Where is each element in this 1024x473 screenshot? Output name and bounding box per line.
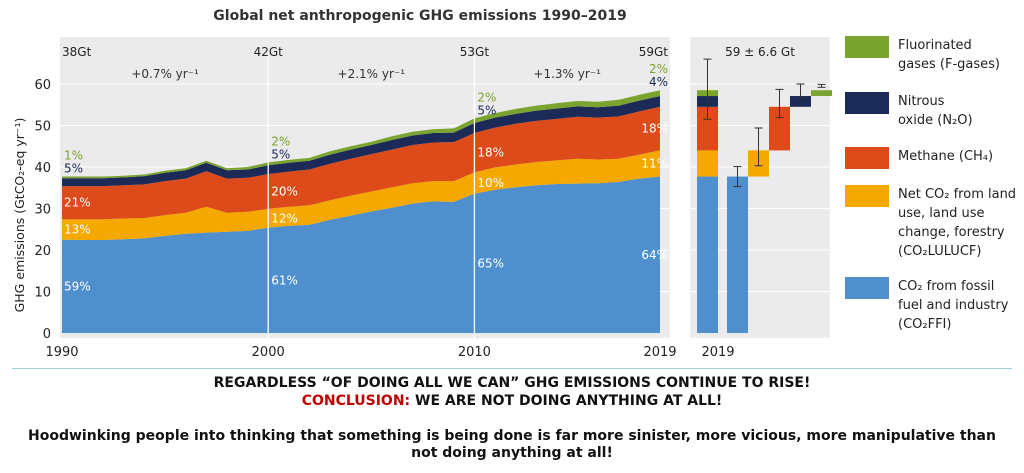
share-label-fgases: 2% <box>649 62 668 76</box>
body-message: Hoodwinking people into thinking that so… <box>28 428 996 461</box>
area-methane <box>62 106 660 220</box>
legend-label: CO₂ from fossil fuel and industry (CO₂FFI) <box>898 277 1024 334</box>
conclusion-text: WE ARE NOT DOING ANYTHING AT ALL! <box>410 393 723 409</box>
conclusion-message: CONCLUSION: WE ARE NOT DOING ANYTHING AT… <box>0 393 1024 409</box>
legend-label-line: Net CO₂ from land <box>898 187 1017 202</box>
legend-swatch <box>845 92 889 114</box>
legend-label-line: fuel and industry <box>898 298 1009 313</box>
share-label-ch4: 21% <box>64 196 91 210</box>
y-tick-label: 60 <box>34 78 51 93</box>
x-tick-label: 2010 <box>458 345 491 360</box>
period-total-label: 53Gt <box>460 45 490 59</box>
share-label-fgases: 1% <box>64 149 83 163</box>
share-label-ch4: 18% <box>641 122 668 136</box>
legend-label-line: (CO₂LULUCF) <box>898 244 982 259</box>
area-chart-panel: 0 10 20 30 40 50 60 GHG emissions (GtCO₂-eq yr⁻… <box>12 37 677 360</box>
y-tick-label: 10 <box>34 286 51 301</box>
legend-label-line: Fluorinated <box>898 38 972 53</box>
share-label-lulucf: 13% <box>64 222 91 236</box>
legend-label-line: gases (F-gases) <box>898 57 1000 72</box>
chart-title: Global net anthropogenic GHG emissions 1… <box>213 8 627 24</box>
legend-swatch <box>845 277 889 299</box>
y-tick-label: 20 <box>34 244 51 259</box>
y-tick-label: 40 <box>34 161 51 176</box>
legend-label-line: oxide (N₂O) <box>898 113 973 128</box>
legend-label-line: Nitrous <box>898 94 945 109</box>
area-co2-ffi <box>62 176 660 333</box>
share-label-ch4: 18% <box>477 146 504 160</box>
bar-panel-title: 59 ± 6.6 Gt <box>725 45 795 59</box>
growth-rate-label: +1.3% yr⁻¹ <box>533 67 601 81</box>
share-label-n2o: 5% <box>271 147 290 161</box>
waterfall-bar <box>769 106 790 151</box>
area-fgases <box>62 90 660 179</box>
y-tick-label: 50 <box>34 120 51 135</box>
legend-label-line: (CO₂FFI) <box>898 317 952 332</box>
period-total-label: 38Gt <box>62 45 92 59</box>
period-total-label: 42Gt <box>254 45 284 59</box>
growth-rate-label: +0.7% yr⁻¹ <box>131 67 199 81</box>
legend-swatch <box>845 36 889 58</box>
share-label-ffi: 61% <box>271 273 298 287</box>
share-label-ffi: 64% <box>641 248 668 262</box>
waterfall-bar <box>811 90 832 97</box>
waterfall-bar <box>727 176 748 333</box>
x-tick-label: 2000 <box>252 345 285 360</box>
share-label-fgases: 2% <box>271 134 290 148</box>
legend-label: Net CO₂ from land use, land use change, fo… <box>898 185 1024 261</box>
share-label-lulucf: 12% <box>271 211 298 225</box>
x-tick-label: 1990 <box>45 345 78 360</box>
stacked-bar-segment <box>697 150 718 177</box>
share-label-n2o: 4% <box>649 75 668 89</box>
area-co2-lulucf <box>62 150 660 240</box>
legend-label: Methane (CH₄) <box>898 147 1024 166</box>
bar-chart-panel: 59 ± 6.6 Gt 2019 <box>690 37 832 360</box>
share-label-lulucf: 11% <box>641 156 668 170</box>
share-label-ch4: 20% <box>271 184 298 198</box>
share-label-lulucf: 10% <box>477 176 504 190</box>
divider <box>12 368 1012 369</box>
legend-label-line: Methane (CH₄) <box>898 149 994 164</box>
share-label-n2o: 5% <box>64 162 83 176</box>
share-label-ffi: 65% <box>477 256 504 270</box>
stacked-bar-segment <box>697 176 718 333</box>
stacked-bar-segment <box>697 106 718 151</box>
legend-label-line: change, forestry <box>898 225 1005 240</box>
x-tick-label: 2019 <box>643 345 676 360</box>
legend-swatch <box>845 147 889 169</box>
share-label-fgases: 2% <box>477 90 496 104</box>
area-n2o <box>62 96 660 187</box>
growth-rate-label: +2.1% yr⁻¹ <box>338 67 406 81</box>
y-axis-label: GHG emissions (GtCO₂-eq yr⁻¹) <box>12 118 27 313</box>
conclusion-label: CONCLUSION: <box>301 393 411 409</box>
legend-label: Nitrous oxide (N₂O) <box>898 92 1024 130</box>
emissions-chart: 0 10 20 30 40 50 60 GHG emissions (GtCO₂-eq yr⁻… <box>12 37 832 360</box>
period-total-label: 59Gt <box>639 45 669 59</box>
legend-label-line: CO₂ from fossil <box>898 279 995 294</box>
legend-label-line: use, land use <box>898 206 985 221</box>
legend-swatch <box>845 185 889 207</box>
waterfall-bar <box>790 96 811 107</box>
y-tick-label: 0 <box>43 327 51 342</box>
x-tick-label: 2019 <box>701 345 734 360</box>
share-label-n2o: 5% <box>477 103 496 117</box>
y-tick-label: 30 <box>34 203 51 218</box>
legend-label: Fluorinated gases (F-gases) <box>898 36 1024 74</box>
headline-message: REGARDLESS “OF DOING ALL WE CAN” GHG EMI… <box>213 375 811 391</box>
share-label-ffi: 59% <box>64 279 91 293</box>
